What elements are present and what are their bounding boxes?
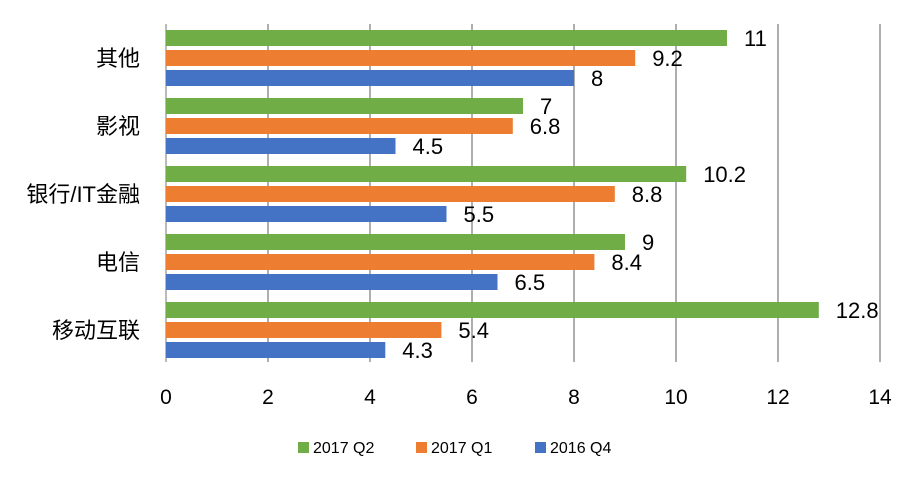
data-label: 5.5: [464, 202, 495, 227]
bar: [166, 98, 523, 114]
bar: [166, 322, 442, 338]
bar: [166, 166, 687, 182]
bar: [166, 30, 727, 46]
x-tick-label: 10: [664, 386, 687, 409]
bar: [166, 138, 396, 154]
legend-swatch: [535, 442, 546, 453]
bar: [166, 342, 386, 358]
x-tick-label: 4: [364, 386, 376, 409]
bar: [166, 118, 513, 134]
data-label: 4.3: [402, 338, 433, 363]
category-label: 银行/IT金融: [26, 182, 140, 207]
x-tick-label: 8: [568, 386, 580, 409]
category-label: 影视: [96, 114, 140, 139]
legend: 2017 Q2 2017 Q1 2016 Q4: [298, 440, 611, 457]
x-tick-label: 0: [160, 386, 172, 409]
legend-label: 2017 Q2: [313, 440, 374, 457]
bar: [166, 254, 595, 270]
legend-label: 2016 Q4: [550, 440, 611, 457]
data-label: 8.8: [632, 182, 663, 207]
legend-label: 2017 Q1: [431, 440, 492, 457]
data-label: 7: [540, 94, 552, 119]
data-label: 11: [744, 26, 767, 51]
bar: [166, 206, 447, 222]
x-tick-label: 6: [466, 386, 478, 409]
x-axis-ticks: 0 2 4 6 8 10 12 14: [160, 386, 892, 409]
data-label: 4.5: [413, 134, 444, 159]
data-label: 10.2: [703, 162, 746, 187]
bar: [166, 50, 636, 66]
data-label: 9: [642, 230, 654, 255]
category-label: 移动互联: [52, 318, 140, 343]
category-label: 其他: [96, 46, 140, 71]
data-label: 8: [591, 66, 603, 91]
bar: [166, 186, 615, 202]
x-tick-label: 14: [868, 386, 892, 409]
x-tick-label: 2: [262, 386, 274, 409]
data-labels: 11 9.2 8 76.8 4.5 10.2 8.8 5.5 98.4 6.5 12.8 5.4 4.3: [402, 26, 878, 363]
data-label: 12.8: [836, 298, 879, 323]
data-label: 6.8: [530, 114, 561, 139]
x-tick-label: 12: [766, 386, 789, 409]
bar: [166, 302, 819, 318]
bar: [166, 234, 625, 250]
bars: [166, 30, 819, 358]
data-label: 5.4: [458, 318, 489, 343]
legend-swatch: [298, 442, 309, 453]
category-label: 电信: [96, 250, 140, 275]
legend-swatch: [416, 442, 427, 453]
data-label: 6.5: [515, 270, 546, 295]
bar: [166, 70, 574, 86]
data-label: 8.4: [611, 250, 642, 275]
data-label: 9.2: [652, 46, 683, 71]
bar: [166, 274, 498, 290]
